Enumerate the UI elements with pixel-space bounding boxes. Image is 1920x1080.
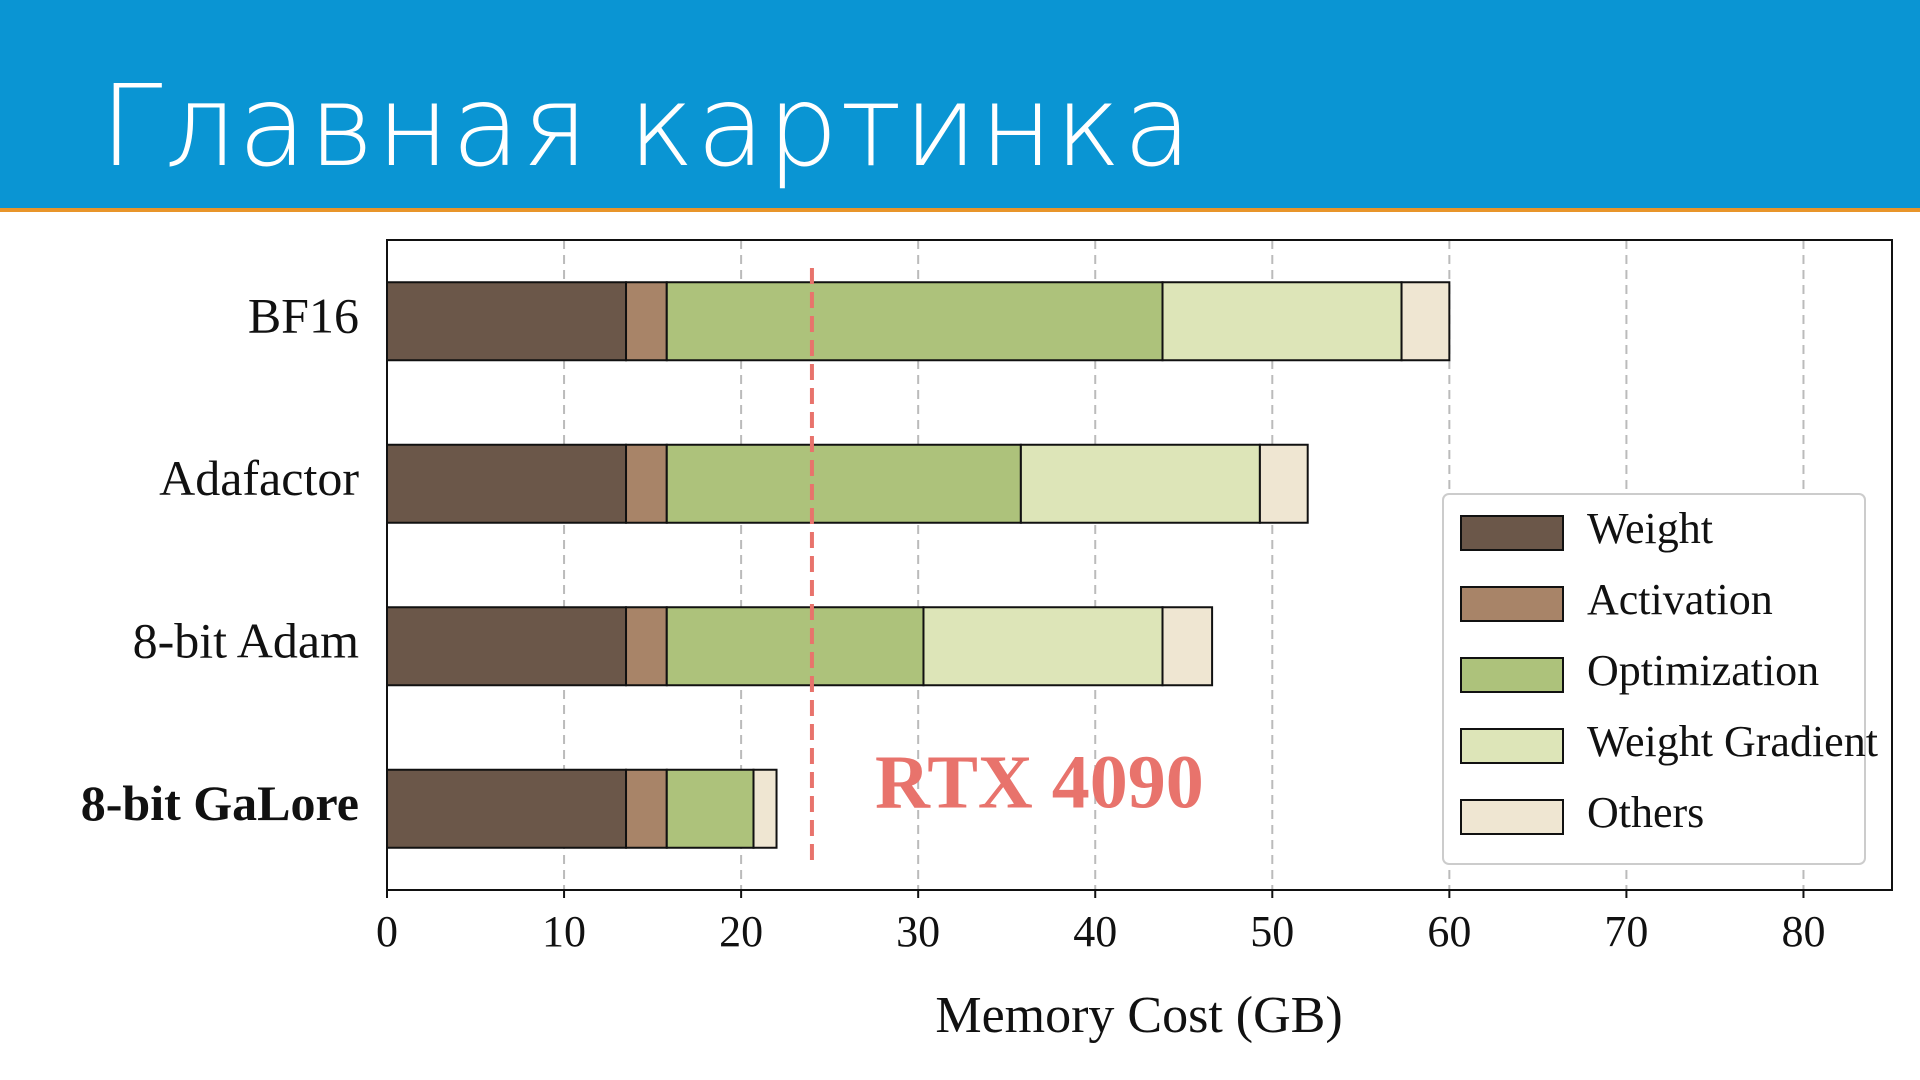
legend-label: Weight	[1587, 504, 1713, 553]
x-axis-label: Memory Cost (GB)	[935, 987, 1342, 1044]
x-tick-label: 10	[542, 907, 586, 956]
legend-swatch	[1460, 515, 1564, 551]
x-tick-label: 50	[1250, 907, 1294, 956]
bar-segment	[386, 281, 628, 362]
plot-frame	[386, 239, 1893, 891]
bar-segment	[625, 768, 668, 849]
bar-segment	[665, 606, 925, 687]
bar-segment	[1019, 443, 1261, 524]
y-tick-label: 8-bit Adam	[133, 613, 359, 669]
bar-segment	[1400, 281, 1451, 362]
bar-segment	[386, 606, 628, 687]
bar-segment	[922, 606, 1164, 687]
x-tick-label: 70	[1604, 907, 1648, 956]
bar-segment	[1161, 606, 1214, 687]
legend-label: Others	[1587, 788, 1704, 837]
bar-segment	[665, 281, 1164, 362]
bar-segment	[625, 606, 668, 687]
x-tick-label: 0	[376, 907, 398, 956]
y-tick-label: 8-bit GaLore	[81, 775, 359, 831]
bar-segment	[386, 443, 628, 524]
bar-segment	[1161, 281, 1403, 362]
legend-swatch	[1460, 799, 1564, 835]
legend-label: Optimization	[1587, 646, 1819, 695]
x-tick-label: 40	[1073, 907, 1117, 956]
legend-swatch	[1460, 586, 1564, 622]
bar-segment	[665, 768, 755, 849]
bar-segment	[625, 443, 668, 524]
bar-segment	[1258, 443, 1309, 524]
bar-segment	[752, 768, 778, 849]
x-tick-label: 30	[896, 907, 940, 956]
x-tick-label: 80	[1781, 907, 1825, 956]
y-tick-label: BF16	[248, 288, 359, 344]
bar-segment	[665, 443, 1022, 524]
x-tick-label: 60	[1427, 907, 1471, 956]
x-tick-label: 20	[719, 907, 763, 956]
bar-segment	[386, 768, 628, 849]
legend-swatch	[1460, 657, 1564, 693]
legend-label: Activation	[1587, 575, 1773, 624]
y-tick-label: Adafactor	[159, 450, 359, 506]
slide-title: Главная картинка	[100, 62, 1194, 192]
bar-segment	[625, 281, 668, 362]
legend-swatch	[1460, 728, 1564, 764]
annotation: RTX 4090	[875, 740, 1204, 824]
header	[0, 0, 1920, 212]
legend-label: Weight Gradient	[1587, 717, 1878, 766]
